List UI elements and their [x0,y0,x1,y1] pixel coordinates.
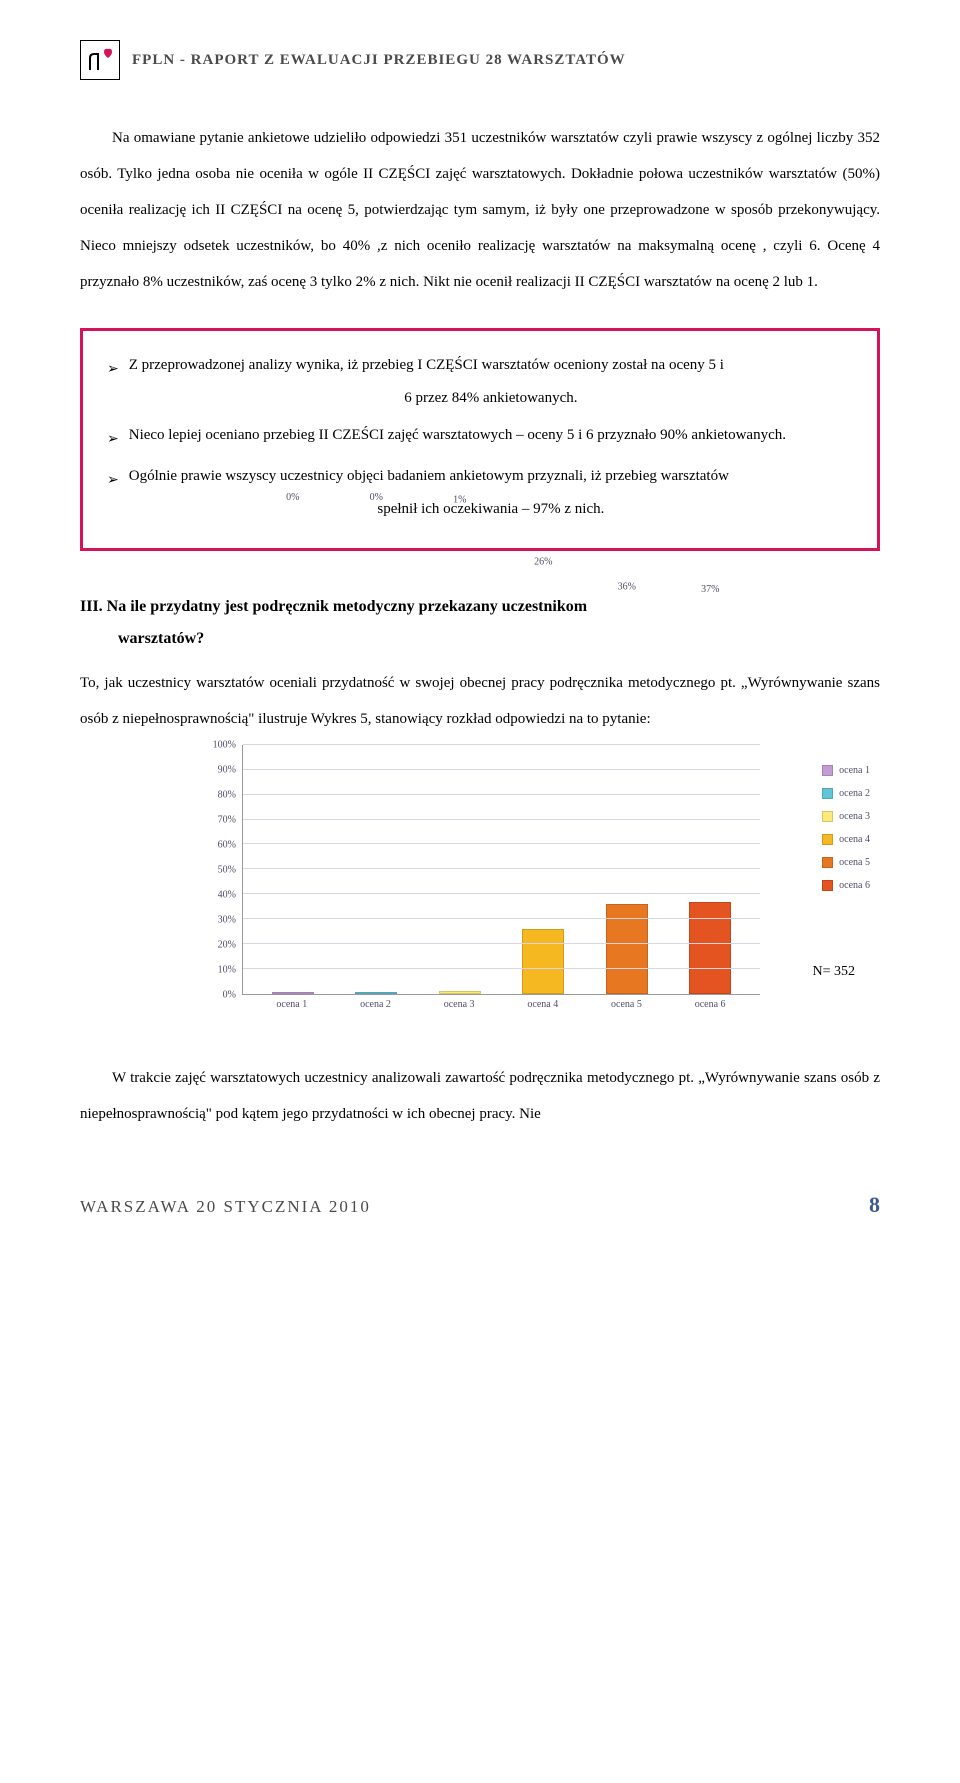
bar: 26% [522,745,564,994]
legend-swatch [822,765,833,776]
legend-swatch [822,811,833,822]
legend-label: ocena 3 [839,811,870,822]
page-footer: WARSZAWA 20 STYCZNIA 2010 8 [80,1192,880,1218]
bar-value-label: 1% [453,494,466,743]
y-tick-label: 0% [223,989,236,1000]
chart-5: 0%10%20%30%40%50%60%70%80%90%100% 0%0%1%… [200,745,760,1010]
legend-label: ocena 1 [839,765,870,776]
x-tick-label: ocena 4 [522,999,564,1010]
bullet-arrow-icon: ➢ [107,466,119,497]
x-tick-label: ocena 2 [354,999,396,1010]
x-tick-label: ocena 5 [605,999,647,1010]
legend-label: ocena 5 [839,857,870,868]
section-3-paragraph: To, jak uczestnicy warsztatów oceniali p… [80,665,880,737]
y-tick-label: 90% [218,764,236,775]
legend-label: ocena 6 [839,880,870,891]
bar-value-label: 0% [286,492,299,743]
bullet-arrow-icon: ➢ [107,425,119,456]
bar-rect [522,929,564,994]
bar-rect [439,991,481,993]
bar: 37% [689,745,731,994]
grid-line [243,868,760,869]
y-tick-label: 60% [218,839,236,850]
callout-item-text: Nieco lepiej oceniano przebieg II CZEŚCI… [129,419,853,452]
legend-swatch [822,834,833,845]
bar-value-label: 37% [701,584,719,743]
callout-item-cont: 6 przez 84% ankietowanych. [129,382,853,415]
legend-item: ocena 5 [822,857,870,868]
grid-line [243,744,760,745]
legend-item: ocena 2 [822,788,870,799]
page-header: FPLN - RAPORT Z EWALUACJI PRZEBIEGU 28 W… [80,40,880,80]
logo [80,40,120,80]
callout-item-cont: spełnił ich oczekiwania – 97% z nich. [129,493,853,526]
grid-line [243,918,760,919]
legend-item: ocena 1 [822,765,870,776]
footer-text: WARSZAWA 20 STYCZNIA 2010 [80,1197,371,1217]
y-tick-label: 10% [218,964,236,975]
bar-rect [689,902,731,994]
chart-n-label: N= 352 [812,964,855,980]
summary-callout: ➢ Z przeprowadzonej analizy wynika, iż p… [80,328,880,551]
callout-item-text: Ogólnie prawie wszyscy uczestnicy objęci… [129,468,729,484]
y-tick-label: 30% [218,914,236,925]
legend-swatch [822,788,833,799]
legend-label: ocena 2 [839,788,870,799]
y-tick-label: 100% [213,739,236,750]
legend-swatch [822,880,833,891]
intro-paragraph: Na omawiane pytanie ankietowe udzieliło … [80,120,880,300]
grid-line [243,794,760,795]
y-tick-label: 20% [218,939,236,950]
bar: 1% [439,745,481,994]
legend-item: ocena 4 [822,834,870,845]
y-tick-label: 50% [218,864,236,875]
legend-item: ocena 6 [822,880,870,891]
legend-label: ocena 4 [839,834,870,845]
bar-rect [355,992,397,994]
bar-rect [272,992,314,994]
legend-swatch [822,857,833,868]
grid-line [243,819,760,820]
page-number: 8 [869,1192,880,1218]
chart-legend: ocena 1 ocena 2 ocena 3 ocena 4 ocena 5 ocena… [822,765,870,903]
grid-line [243,843,760,844]
x-tick-label: ocena 1 [271,999,313,1010]
y-tick-label: 40% [218,889,236,900]
bar: 0% [355,745,397,994]
y-tick-label: 70% [218,814,236,825]
chart-x-axis: ocena 1 ocena 2 ocena 3 ocena 4 ocena 5 ocena… [200,995,760,1010]
chart-plot: 0%0%1%26%36%37% [242,745,760,995]
bullet-arrow-icon: ➢ [107,355,119,386]
legend-item: ocena 3 [822,811,870,822]
section-3-title: III. Na ile przydatny jest podręcznik me… [80,591,880,655]
chart-y-axis: 0%10%20%30%40%50%60%70%80%90%100% [200,745,242,995]
bar-value-label: 0% [370,492,383,743]
callout-item-text: Z przeprowadzonej analizy wynika, iż prz… [129,357,724,373]
y-tick-label: 80% [218,789,236,800]
section-title-line2: warsztatów? [80,630,204,647]
grid-line [243,769,760,770]
bar-value-label: 36% [618,581,636,742]
bar: 0% [272,745,314,994]
grid-line [243,968,760,969]
section-title-line1: III. Na ile przydatny jest podręcznik me… [80,598,587,615]
header-title: FPLN - RAPORT Z EWALUACJI PRZEBIEGU 28 W… [132,52,626,69]
x-tick-label: ocena 6 [689,999,731,1010]
x-tick-label: ocena 3 [438,999,480,1010]
grid-line [243,943,760,944]
closing-paragraph: W trakcie zajęć warsztatowych uczestnicy… [80,1060,880,1132]
grid-line [243,893,760,894]
bar-value-label: 26% [534,557,552,743]
bar: 36% [606,745,648,994]
